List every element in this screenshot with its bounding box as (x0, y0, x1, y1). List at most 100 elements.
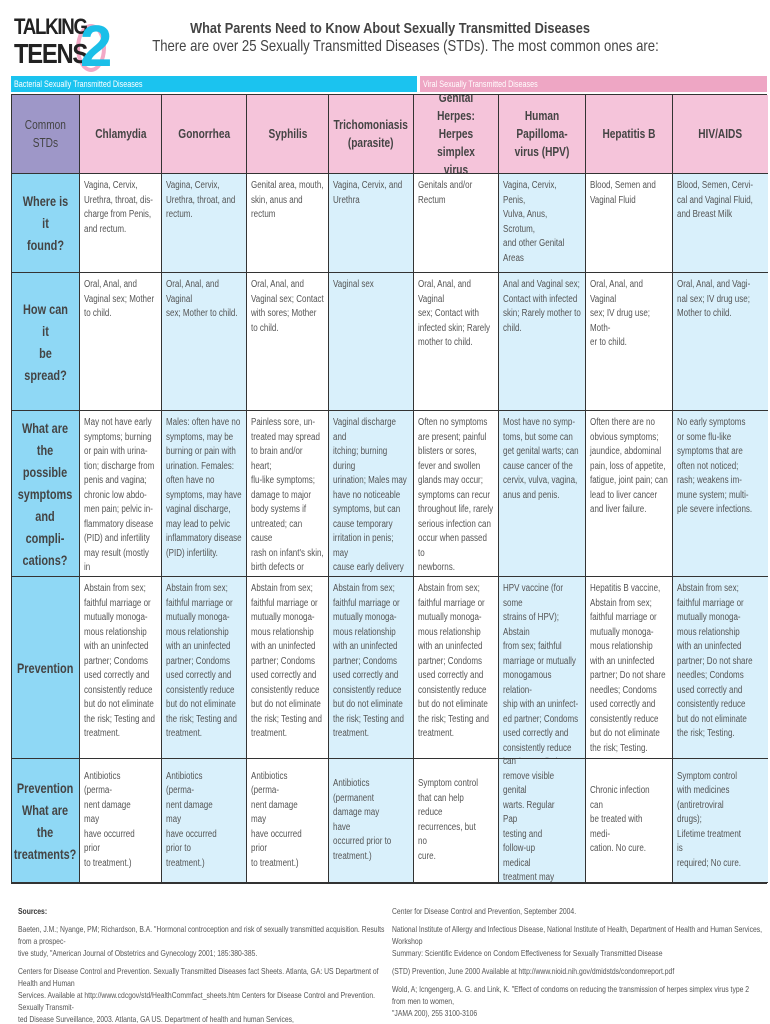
row-header: Prevention (12, 577, 80, 759)
table-cell-text: Vaginal sex (333, 279, 374, 290)
sources-left: Sources: Baeten, J.M.; Nyange, PM; Richa… (18, 905, 390, 1024)
column-header-text: Syphilis (268, 126, 307, 141)
table-cell: Often no symptoms are present; painful b… (414, 411, 499, 577)
bacterial-banner-label: Bacterial Sexually Transmitted Diseases (14, 79, 143, 89)
row-header-text: What are the possible symptoms and compl… (18, 419, 73, 568)
column-header-text: Genital Herpes: Herpes simplex virus (437, 95, 475, 174)
table-cell: Blood, Semen and Vaginal Fluid (586, 174, 673, 273)
table-cell-text: Anal and Vaginal sex; Contact with infec… (503, 279, 581, 334)
table-cell-text: May not have early symptoms; burning or … (84, 417, 155, 573)
table-cell: Painless sore, un- treated may spread to… (247, 411, 329, 577)
table-cell-text: Males: often have no symptoms, may be bu… (166, 417, 242, 559)
table-cell: Oral, Anal, and Vaginal sex; IV drug use… (586, 273, 673, 411)
table-cell: Males: often have no symptoms, may be bu… (162, 411, 247, 577)
table-cell-text: Vagina, Cervix, Penis, Vulva, Anus, Scro… (503, 180, 565, 264)
table-cell-text: Vagina, Cervix, Urethra, throat, and rec… (166, 180, 236, 220)
table-cell-text: Oral, Anal, and Vaginal sex; Mother to c… (166, 279, 238, 319)
table-cell: Often there are no obvious symptoms; jau… (586, 411, 673, 577)
table-cell-text: No early symptoms or some flu-like sympt… (677, 417, 753, 515)
column-header-text: Human Papilloma- virus (HPV) (514, 108, 570, 159)
table-cell-text: Oral, Anal, and Vaginal sex; Contact wit… (418, 279, 491, 348)
table-cell: Vagina, Cervix, Penis, Vulva, Anus, Scro… (499, 174, 586, 273)
table-cell: Abstain from sex; faithful marriage or m… (162, 577, 247, 759)
column-header-text: Trichomoniasis (parasite) (333, 117, 409, 150)
table-cell-text: Vaginal discharge and itching; burning d… (333, 417, 407, 573)
talking-teens-2-logo: TALKING TEENS 2 (14, 14, 112, 76)
bacterial-banner: Bacterial Sexually Transmitted Diseases (11, 76, 417, 92)
table-cell-text: No cure for infection, but medications c… (503, 759, 555, 883)
table-cell-text: Abstain from sex; faithful marriage or m… (251, 583, 323, 739)
table-cell: Genital area, mouth, skin, anus and rect… (247, 174, 329, 273)
table-cell: Abstain from sex; faithful marriage or m… (80, 577, 162, 759)
table-cell: Antibiotics (permanent damage may have o… (329, 759, 414, 883)
table-cell-text: Antibiotics (perma- nent damage may have… (84, 770, 135, 869)
table-cell: Vagina, Cervix, Urethra, throat, dis- ch… (80, 174, 162, 273)
table-cell: Most have no symp- toms, but some can ge… (499, 411, 586, 577)
table-cell: Abstain from sex; faithful marriage or m… (414, 577, 499, 759)
source-citation: Baeten, J.M.; Nyange, PM; Richardson, B.… (18, 924, 385, 958)
table-cell: Symptom control that can help reduce rec… (414, 759, 499, 883)
table-cell-text: Blood, Semen, Cervi- cal and Vaginal Flu… (677, 180, 754, 220)
table-cell: Abstain from sex; faithful marriage or m… (673, 577, 768, 759)
table-cell-text: Symptom control that can help reduce rec… (418, 778, 479, 862)
logo-numeral: 2 (80, 14, 113, 79)
heart-icon (76, 24, 106, 72)
table-cell-text: Abstain from sex; faithful marriage or m… (84, 583, 156, 739)
row-header-text: Prevention What are the treatments? (14, 779, 77, 862)
table-cell: Vagina, Cervix, Urethra, throat, and rec… (162, 174, 247, 273)
table-cell: Vaginal discharge and itching; burning d… (329, 411, 414, 577)
table-cell: Chronic infection can be treated with me… (586, 759, 673, 883)
table-cell-text: Abstain from sex; faithful marriage or m… (333, 583, 405, 739)
table-cell-text: Oral, Anal, and Vaginal sex; Mother to c… (84, 279, 155, 319)
row-header: What are the possible symptoms and compl… (12, 411, 80, 577)
table-cell: Antibiotics (perma- nent damage may have… (80, 759, 162, 883)
std-table: Common STDs Chlamydia Gonorrhea Syphilis Tri… (11, 94, 768, 884)
table-cell: Genitals and/or Rectum (414, 174, 499, 273)
table-cell-text: Genital area, mouth, skin, anus and rect… (251, 180, 324, 220)
source-citation: National Institute of Allergy and Infect… (392, 924, 763, 958)
table-cell: Antibiotics (perma- nent damage may have… (162, 759, 247, 883)
table-cell: Abstain from sex; faithful marriage or m… (247, 577, 329, 759)
table-cell-text: Blood, Semen and Vaginal Fluid (590, 180, 656, 206)
sources-heading: Sources: (18, 906, 48, 916)
row-header: Prevention What are the treatments? (12, 759, 80, 883)
table-cell-text: Vagina, Cervix, Urethra, throat, dis- ch… (84, 180, 153, 235)
table-cell: Antibiotics (perma- nent damage may have… (247, 759, 329, 883)
source-citation: Center for Disease Control and Preventio… (392, 906, 577, 916)
logo-text-talking: TALKING (14, 14, 88, 39)
table-cell-text: Antibiotics (permanent damage may have o… (333, 778, 392, 862)
column-header: Syphilis (247, 95, 329, 174)
table-cell: HPV vaccine (for some strains of HPV); A… (499, 577, 586, 759)
table-cell-text: Abstain from sex; faithful marriage or m… (677, 583, 753, 739)
logo-text-teens: TEENS (14, 38, 88, 69)
table-cell-text: Antibiotics (perma- nent damage may have… (166, 770, 217, 869)
column-header-text: Chlamydia (94, 126, 147, 141)
column-header: Chlamydia (80, 95, 162, 174)
table-cell-text: HPV vaccine (for some strains of HPV); A… (503, 583, 579, 758)
column-header-text: Gonorrhea (178, 126, 230, 141)
column-header-text: HIV/AIDS (698, 126, 743, 141)
column-header-text: Hepatitis B (602, 126, 656, 141)
column-header: Hepatitis B (586, 95, 673, 174)
table-cell-text: Antibiotics (perma- nent damage may have… (251, 770, 302, 869)
table-cell-text: Vagina, Cervix, and Urethra (333, 180, 403, 206)
table-cell: Oral, Anal, and Vaginal sex; Contact wit… (247, 273, 329, 411)
table-cell-text: Often no symptoms are present; painful b… (418, 417, 494, 573)
table-cell-text: Symptom control with medicines (antiretr… (677, 770, 742, 869)
table-cell-text: Genitals and/or Rectum (418, 180, 473, 206)
table-cell-text: Most have no symp- toms, but some can ge… (503, 417, 579, 501)
table-cell-text: Abstain from sex; faithful marriage or m… (418, 583, 490, 739)
table-cell-text: Abstain from sex; faithful marriage or m… (166, 583, 238, 739)
row-header-text: How can it be spread? (23, 300, 68, 383)
source-citation: Wold, A; Icngengerg, A. G. and Link, K. … (392, 984, 750, 1018)
table-cell-text: Oral, Anal, and Vaginal sex; Contact wit… (251, 279, 324, 334)
table-cell: Symptom control with medicines (antiretr… (673, 759, 768, 883)
table-cell: Vaginal sex (329, 273, 414, 411)
table-cell: Oral, Anal, and Vaginal sex; Mother to c… (162, 273, 247, 411)
row-header: Where is it found? (12, 174, 80, 273)
corner-header: Common STDs (12, 95, 80, 174)
table-cell-text: Chronic infection can be treated with me… (590, 785, 650, 855)
viral-banner-label: Viral Sexually Transmitted Diseases (423, 79, 538, 89)
table-cell: Abstain from sex; faithful marriage or m… (329, 577, 414, 759)
